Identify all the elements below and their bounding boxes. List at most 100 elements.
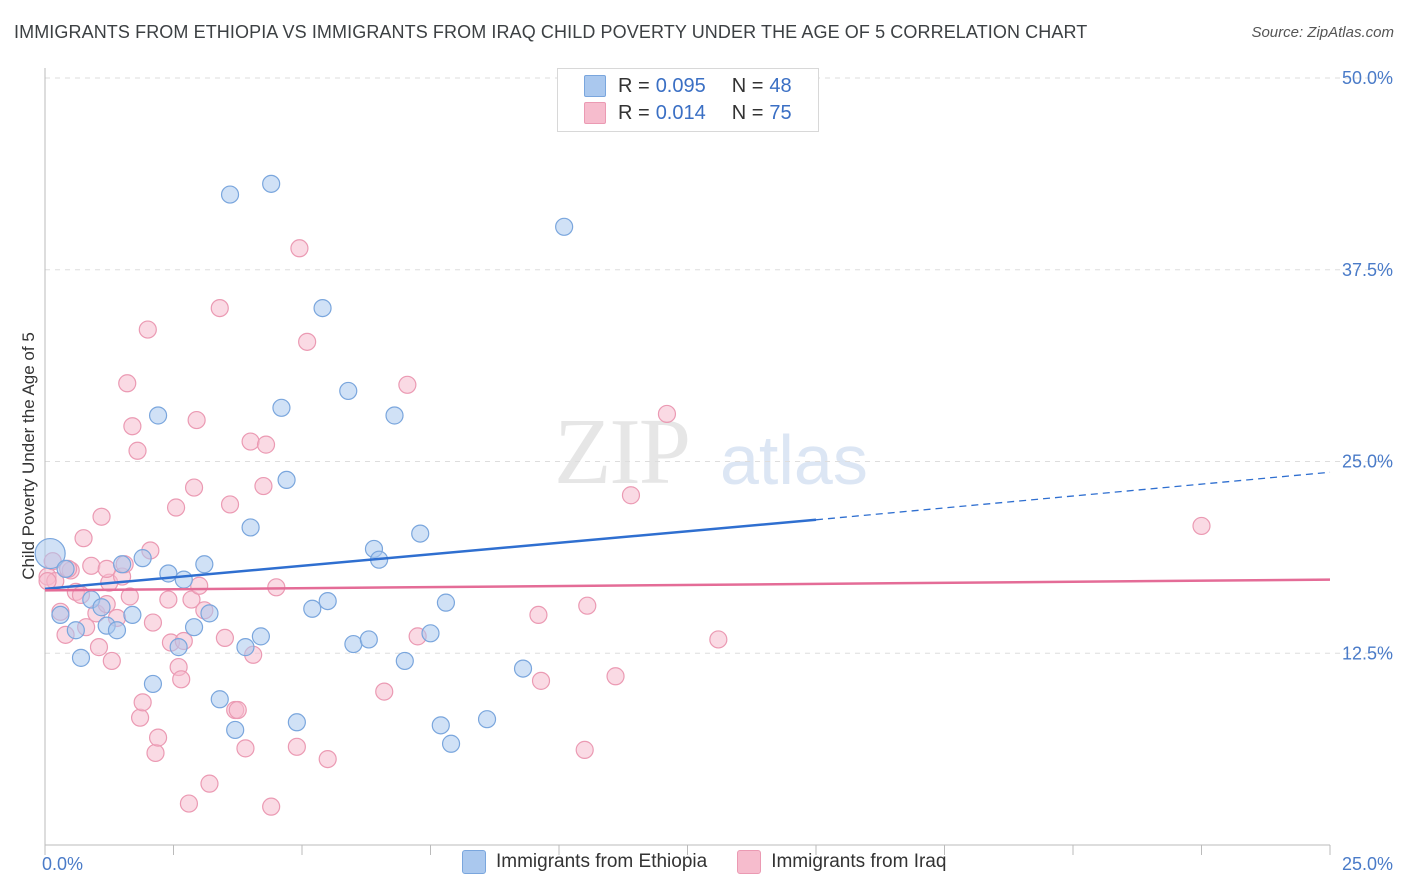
iraq-point: [298, 332, 317, 351]
iraq-point: [578, 596, 597, 615]
ethiopia-point: [272, 398, 291, 417]
iraq-point: [179, 794, 199, 813]
iraq-point: [138, 320, 157, 339]
data-points: [34, 174, 1211, 816]
series-legend: Immigrants from Ethiopia Immigrants from…: [462, 850, 946, 874]
ethiopia-point: [431, 716, 450, 735]
ethiopia-point: [220, 185, 240, 204]
iraq-point: [236, 739, 255, 758]
ethiopia-point: [51, 605, 70, 625]
legend-swatch-iraq: [584, 102, 606, 124]
ethiopia-point: [344, 634, 363, 654]
iraq-point: [133, 693, 152, 712]
legend-row-ethiopia: R = 0.095 N = 48: [584, 73, 792, 99]
watermark-atlas: atlas: [720, 421, 868, 499]
iraq-point: [89, 638, 109, 657]
iraq-point: [184, 478, 204, 497]
ethiopia-point: [133, 549, 152, 568]
iraq-point: [220, 495, 240, 514]
legend-r-label: R =: [618, 74, 650, 97]
iraq-point: [1192, 516, 1211, 536]
grid-lines: [45, 77, 1392, 654]
ethiopia-point: [395, 651, 414, 671]
series-name-ethiopia: Immigrants from Ethiopia: [496, 851, 708, 872]
ethiopia-point: [359, 630, 378, 649]
iraq-point: [228, 700, 247, 720]
ethiopia-point: [303, 599, 322, 618]
iraq-point: [102, 651, 121, 671]
ethiopia-point: [287, 713, 306, 732]
iraq-point: [128, 441, 147, 460]
iraq-point: [118, 374, 137, 393]
ethiopia-point: [184, 618, 204, 637]
iraq-point: [318, 749, 337, 769]
iraq-point: [172, 670, 191, 689]
iraq-point: [254, 476, 273, 496]
ethiopia-point: [174, 570, 193, 589]
ethiopia-point: [66, 621, 85, 640]
iraq-point: [287, 737, 306, 756]
trend-line-ethiopia-extension: [815, 471, 1331, 521]
iraq-point: [529, 605, 548, 625]
y-tick-label: 25.0%: [1342, 452, 1393, 472]
source-label: Source: ZipAtlas.com: [1251, 24, 1394, 41]
x-tick-label: 0.0%: [42, 854, 83, 874]
iraq-point: [621, 486, 641, 505]
iraq-point: [531, 671, 551, 690]
legend-n-label: N =: [731, 74, 764, 97]
ethiopia-point: [112, 555, 132, 574]
x-tick-label: 25.0%: [1342, 854, 1393, 874]
iraq-point: [74, 529, 93, 548]
iraq-point: [120, 587, 139, 606]
series-name-iraq: Immigrants from Iraq: [771, 851, 947, 872]
ethiopia-point: [421, 624, 440, 643]
iraq-point: [606, 667, 625, 686]
y-tick-label: 50.0%: [1342, 68, 1393, 88]
legend-row-iraq: R = 0.014 N = 75: [584, 100, 792, 126]
legend-n-value-iraq: 75: [769, 101, 792, 124]
legend-n-value-ethiopia: 48: [769, 74, 792, 97]
iraq-point: [146, 743, 165, 763]
ethiopia-point: [92, 598, 111, 617]
iraq-point: [200, 774, 219, 793]
iraq-point: [657, 404, 677, 424]
iraq-point: [92, 507, 111, 526]
ethiopia-point: [34, 537, 66, 570]
chart-title: IMMIGRANTS FROM ETHIOPIA VS IMMIGRANTS F…: [14, 22, 1088, 42]
ethiopia-point: [195, 555, 214, 574]
iraq-point: [256, 435, 276, 454]
iraq-point: [166, 498, 186, 517]
ethiopia-point: [318, 591, 337, 611]
legend-r-value-iraq: 0.014: [655, 101, 706, 124]
trend-lines: [44, 471, 1331, 592]
y-tick-label: 12.5%: [1342, 643, 1393, 663]
iraq-point: [290, 239, 309, 258]
y-tick-label: 37.5%: [1342, 260, 1393, 280]
trend-line-ethiopia: [44, 518, 817, 591]
ethiopia-point: [241, 518, 260, 537]
ethiopia-point: [123, 605, 142, 625]
ethiopia-point: [107, 621, 127, 640]
iraq-point: [709, 630, 728, 649]
ethiopia-point: [210, 690, 229, 709]
ethiopia-point: [385, 406, 404, 425]
iraq-point: [82, 556, 101, 575]
ethiopia-point: [313, 299, 332, 318]
iraq-point: [241, 432, 260, 451]
ethiopia-point: [411, 524, 430, 543]
ethiopia-point: [200, 604, 219, 623]
ethiopia-point: [436, 593, 456, 612]
iraq-point: [97, 559, 116, 578]
iraq-point: [210, 299, 229, 318]
ethiopia-point: [169, 638, 188, 657]
iraq-point: [148, 728, 168, 747]
ethiopia-point: [441, 734, 461, 753]
ethiopia-point: [56, 559, 75, 578]
legend-r-value-ethiopia: 0.095: [655, 74, 706, 97]
legend-swatch-ethiopia: [584, 75, 606, 97]
iraq-point: [398, 375, 417, 394]
trend-line-iraq: [44, 578, 1331, 592]
legend-r-label: R =: [618, 101, 650, 124]
iraq-point: [187, 410, 206, 430]
series-swatch-iraq: [737, 850, 762, 874]
